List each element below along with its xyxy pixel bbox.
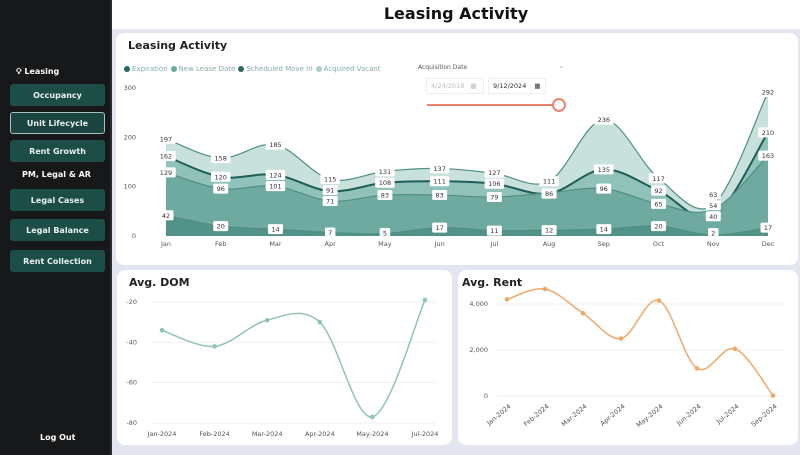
slicer-label: Acquisition Date xyxy=(418,64,468,71)
legend-item[interactable]: Acquired Vacant xyxy=(315,65,381,73)
chart-title: Leasing Activity xyxy=(128,39,228,52)
section-leasing: 💡︎ Leasing xyxy=(16,67,60,76)
header: Leasing Activity xyxy=(112,0,800,29)
date-slicer: Acquisition Date ⌄ 4/24/2018 ▦ 9/12/2024 ▦ xyxy=(418,62,568,112)
nav-unit-lifecycle[interactable]: Unit Lifecycle xyxy=(10,112,105,134)
avg-dom-card: Avg. DOM xyxy=(117,270,452,445)
slider-track[interactable] xyxy=(427,104,555,106)
calendar-icon[interactable]: ▦ xyxy=(534,82,541,90)
chart-title: Avg. Rent xyxy=(462,276,523,289)
nav-occupancy[interactable]: Occupancy xyxy=(10,84,105,106)
legend-item[interactable]: Expiration xyxy=(124,65,168,73)
nav-rent-growth[interactable]: Rent Growth xyxy=(10,140,105,162)
sidebar: 💡︎ Leasing Occupancy Unit Lifecycle Rent… xyxy=(0,0,112,455)
end-date-input[interactable]: 9/12/2024 ▦ xyxy=(488,78,546,94)
slider-handle[interactable] xyxy=(552,98,566,112)
calendar-icon[interactable]: ▦ xyxy=(470,82,477,90)
nav-legal-cases[interactable]: Legal Cases xyxy=(10,189,105,211)
page-title: Leasing Activity xyxy=(383,4,529,23)
avg-rent-card: Avg. Rent xyxy=(458,270,798,445)
section-pm-legal-ar: PM, Legal & AR xyxy=(22,170,91,179)
nav-legal-balance[interactable]: Legal Balance xyxy=(10,219,105,241)
logout-button[interactable]: Log Out xyxy=(40,433,76,442)
leasing-activity-card: Leasing Activity Expiration New Lease Da… xyxy=(116,33,798,265)
lightbulb-icon: 💡︎ xyxy=(16,67,22,76)
chart-title: Avg. DOM xyxy=(129,276,190,289)
legend: Expiration New Lease Date Scheduled Move… xyxy=(124,65,381,73)
start-date-input[interactable]: 4/24/2018 ▦ xyxy=(426,78,484,94)
nav-rent-collection[interactable]: Rent Collection xyxy=(10,250,105,272)
chevron-down-icon[interactable]: ⌄ xyxy=(558,62,564,70)
legend-item[interactable]: Scheduled Move In xyxy=(238,65,313,73)
legend-item[interactable]: New Lease Date xyxy=(170,65,235,73)
